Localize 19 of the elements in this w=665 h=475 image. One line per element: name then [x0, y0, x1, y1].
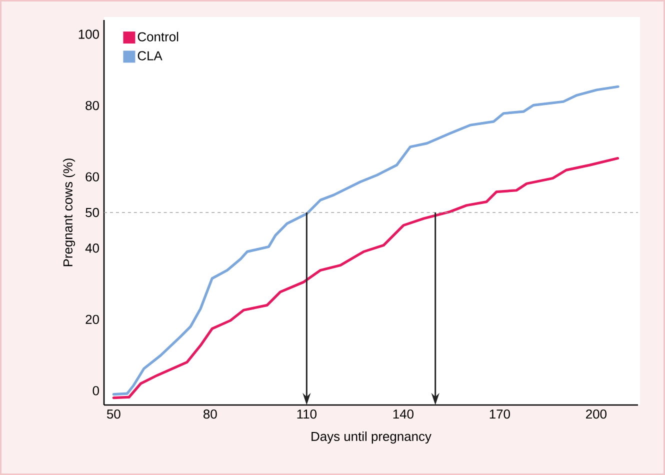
x-tick-label: 80 [204, 409, 217, 419]
legend-label: CLA [138, 51, 162, 60]
y-tick-label: 50 [86, 208, 99, 218]
legend-label: Control [138, 32, 178, 42]
x-tick-label: 110 [297, 409, 316, 419]
y-tick-label: 40 [85, 244, 99, 253]
x-tick-label: 140 [393, 409, 414, 419]
line-series [112, 157, 620, 400]
y-tick-label: 60 [86, 172, 99, 182]
x-tick-label: 200 [586, 409, 606, 419]
y-tick-label: 100 [78, 30, 99, 39]
y-axis-title: Pregnant cows (%) [62, 158, 76, 266]
y-tick-label: 20 [86, 314, 99, 324]
x-tick-label: 170 [490, 409, 510, 419]
y-tick-label: 80 [86, 100, 99, 110]
y-tick-label: 0 [92, 386, 99, 396]
line-series [112, 85, 620, 396]
x-axis-title: Days until pregnancy [312, 431, 432, 444]
x-tick-label: 50 [106, 409, 120, 419]
